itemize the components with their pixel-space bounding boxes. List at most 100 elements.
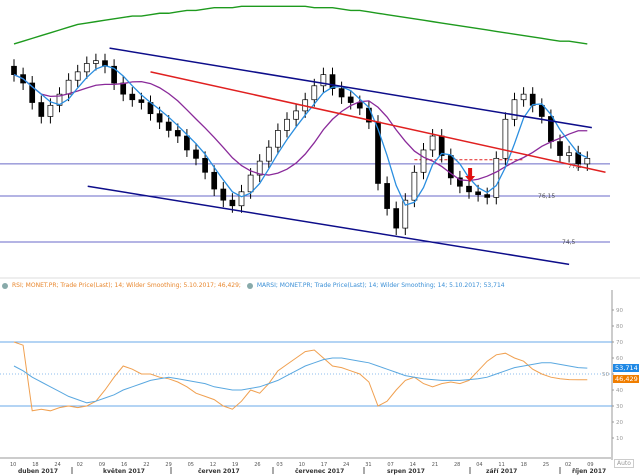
candle-body	[338, 88, 345, 98]
candle	[129, 87, 136, 107]
candle-body	[165, 121, 172, 131]
indicator-legend: RSI; MONET.PR; Trade Price(Last); 14; Wi…	[2, 282, 509, 289]
x-month-label: červen 2017	[198, 468, 240, 475]
sell-arrow-icon	[465, 168, 476, 182]
candle	[284, 112, 290, 138]
candle-body	[74, 71, 81, 81]
candle	[102, 53, 108, 74]
candle-body	[384, 183, 390, 209]
candle	[11, 59, 17, 82]
rsi-y-tick: 80	[616, 324, 623, 330]
candle-body	[347, 96, 354, 103]
rsi-y-tick: 70	[616, 340, 623, 346]
candle	[557, 134, 563, 163]
candle	[184, 129, 190, 157]
rsi-y-tick: 30	[616, 404, 623, 410]
candle-body	[329, 74, 336, 89]
candle	[56, 87, 63, 113]
x-month-label: duben 2017	[18, 468, 58, 475]
candle	[275, 123, 281, 155]
candle-body	[47, 104, 54, 117]
rsi-legend[interactable]: RSI; MONET.PR; Trade Price(Last); 14; Wi…	[12, 282, 241, 289]
x-day-tick: 02	[565, 462, 571, 468]
candle-body	[429, 135, 436, 151]
rsi-y-tick: 60	[616, 356, 623, 362]
candle-body	[356, 102, 363, 109]
candle	[466, 179, 472, 199]
marsi-line	[13, 357, 588, 404]
candle	[83, 56, 90, 79]
candle-body	[311, 85, 318, 101]
x-day-tick: 28	[454, 462, 460, 468]
candle	[165, 115, 172, 138]
candle	[311, 78, 318, 107]
candle-body	[111, 65, 117, 84]
auto-scale-button[interactable]: Auto	[614, 459, 634, 468]
candle-body	[156, 113, 163, 123]
rsi-last-value: 46,429	[613, 375, 639, 383]
rsi-line	[13, 341, 588, 412]
candle	[320, 67, 327, 93]
candle	[111, 59, 117, 90]
x-day-tick: 07	[387, 462, 393, 468]
candle-body	[557, 141, 563, 156]
candle	[211, 165, 218, 196]
candle	[147, 95, 154, 121]
candle	[156, 106, 163, 130]
candle-body	[102, 60, 108, 67]
x-day-tick: 05	[188, 462, 194, 468]
candle-body	[38, 102, 45, 117]
settings-icon[interactable]	[246, 282, 253, 289]
x-day-tick: 24	[54, 462, 60, 468]
candle-body	[502, 118, 509, 159]
x-month-label: červenec 2017	[295, 468, 344, 475]
candle-body	[320, 74, 327, 87]
candle	[520, 87, 527, 107]
x-day-tick: 03	[276, 462, 282, 468]
candle	[38, 95, 45, 124]
candle-body	[484, 194, 491, 198]
candle	[457, 170, 463, 194]
x-day-tick: 31	[365, 462, 371, 468]
price-level-label: 76,15	[538, 193, 555, 200]
rsi-y-tick: 90	[616, 308, 623, 314]
candle-body	[402, 199, 409, 229]
candle-body	[566, 152, 572, 156]
candle-body	[138, 99, 145, 103]
candle-body	[411, 171, 418, 201]
short-moving-average	[13, 64, 588, 206]
settings-icon[interactable]	[2, 282, 8, 289]
lower-channel-trendline	[87, 185, 570, 266]
x-month-label: květen 2017	[103, 468, 145, 475]
candle	[484, 187, 491, 205]
x-day-tick: 10	[10, 462, 16, 468]
x-day-tick: 22	[143, 462, 149, 468]
candle-body	[238, 191, 245, 207]
candle-body	[93, 60, 99, 64]
candle-body	[11, 65, 17, 75]
candle-body	[29, 82, 36, 103]
rsi-y-tick: 50	[602, 372, 609, 378]
candle-body	[56, 93, 63, 106]
candle	[93, 53, 99, 71]
candle-body	[375, 121, 381, 184]
candle	[47, 98, 54, 124]
rsi-y-tick: 20	[616, 420, 623, 426]
marsi-legend[interactable]: MARSI; MONET.PR; Trade Price(Last); 14; …	[256, 282, 505, 289]
candle	[384, 176, 390, 216]
candle	[265, 140, 272, 169]
candle	[493, 151, 500, 205]
x-day-tick: 24	[343, 462, 349, 468]
upper-channel-trendline	[109, 47, 592, 129]
candle	[238, 184, 245, 213]
x-month-label: říjen 2017	[572, 468, 606, 475]
medium-moving-average	[13, 74, 588, 182]
candle-body	[293, 110, 299, 120]
candle-body	[584, 157, 591, 165]
candle	[566, 145, 572, 163]
candle-body	[193, 149, 199, 159]
candle	[202, 151, 208, 180]
candle-body	[511, 99, 518, 120]
candle-body	[520, 93, 527, 101]
marsi-last-value: 53,714	[613, 364, 639, 372]
